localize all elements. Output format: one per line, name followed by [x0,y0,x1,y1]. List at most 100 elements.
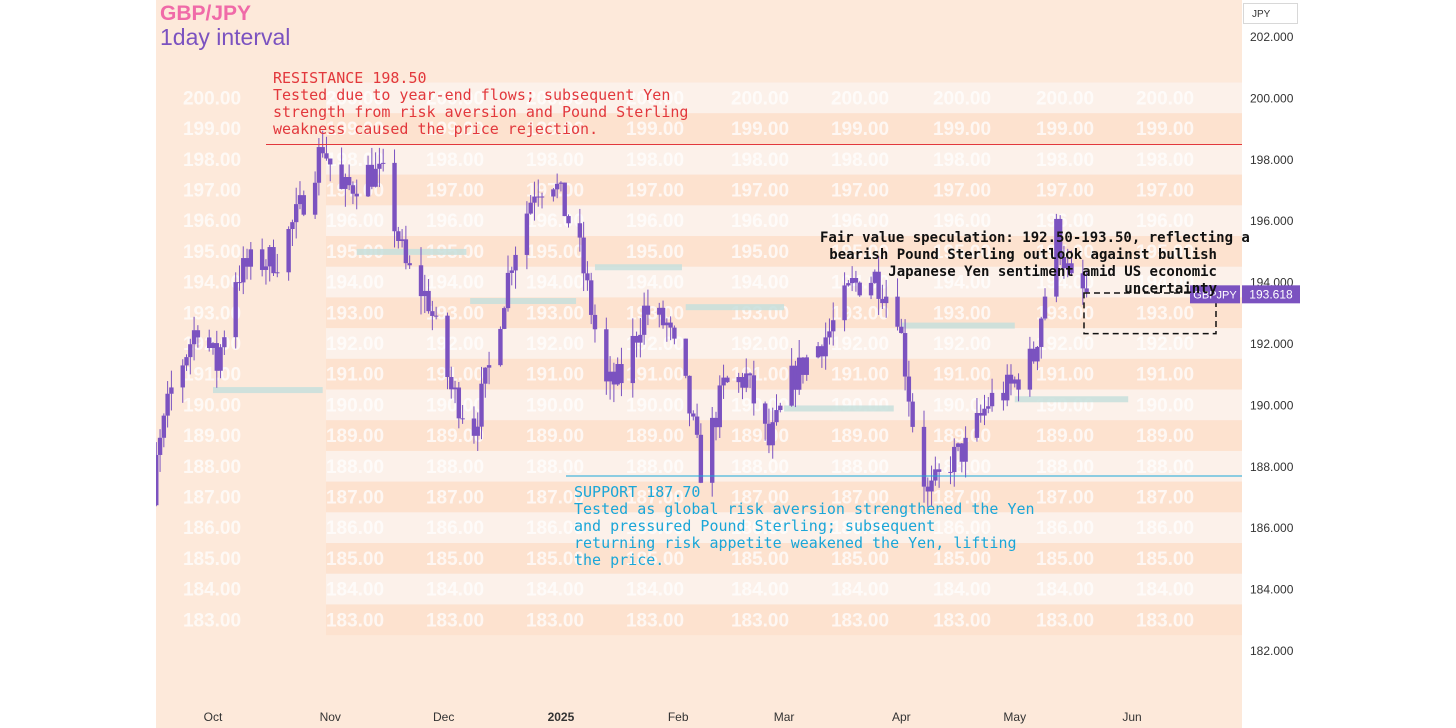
candle [740,372,745,400]
candle [1039,316,1044,359]
watermark-label: 188.00 [1036,457,1094,478]
candle [191,316,197,361]
interval-subtitle: 1day interval [160,24,291,50]
candle [365,155,371,198]
watermark-label: 198.00 [626,150,684,171]
watermark-label: 184.00 [831,580,889,601]
candle [294,187,299,239]
candle [312,171,318,219]
candle [449,366,454,399]
candle [770,407,775,459]
watermark-label: 183.00 [933,610,991,631]
watermark-label: 190.00 [1136,395,1194,416]
watermark-label: 183.00 [326,610,384,631]
zone-bar [1014,396,1129,403]
watermark-label: 188.00 [426,457,484,478]
candle [169,370,174,411]
candle [210,342,216,355]
candle [237,265,242,291]
candle [588,272,594,325]
candle [328,158,333,182]
watermark-label: 200.00 [831,88,889,109]
candle [165,381,170,428]
watermark-label: 200.00 [326,88,384,109]
watermark-label: 191.00 [731,365,789,386]
candle [403,225,409,270]
watermark-label: 194.00 [731,273,789,294]
candle [218,344,223,379]
watermark-label: 193.00 [426,303,484,324]
candle [630,318,635,398]
candle [827,318,832,345]
candle [660,300,666,329]
watermark-label: 188.00 [626,457,684,478]
watermark-label: 183.00 [831,610,889,631]
watermark-label: 193.00 [326,303,384,324]
zone-bar [901,322,1015,329]
candle [872,269,878,284]
candle [585,261,590,291]
candle [233,272,238,349]
candle [396,226,401,249]
candle [528,195,533,215]
watermark-label: 191.00 [526,365,584,386]
watermark-label: 187.00 [831,488,889,509]
watermark-label: 188.00 [1136,457,1194,478]
price-band [326,113,1242,144]
candle [479,366,484,440]
watermark-label: 200.00 [526,88,584,109]
watermark-label: 184.00 [426,580,484,601]
watermark-label: 199.00 [1036,119,1094,140]
fair-value-box [1083,292,1217,335]
candle [687,375,692,427]
candle [645,289,651,326]
watermark-label: 187.00 [183,488,241,509]
candle [717,375,722,439]
candle [933,456,938,486]
candle [883,279,889,318]
watermark-label: 199.00 [326,119,384,140]
watermark-label: 183.00 [183,610,241,631]
currency-unit-box[interactable]: JPY [1243,3,1298,24]
candle [948,456,953,485]
watermark-label: 194.00 [426,273,484,294]
candlesticks [156,130,1089,508]
watermark-label: 185.00 [183,549,241,570]
resistance-annotation: RESISTANCE 198.50 Tested due to year-end… [273,70,688,138]
watermark-label: 185.00 [1036,549,1094,570]
watermark-label: 187.00 [933,488,991,509]
candle [399,229,405,248]
candle [683,338,688,379]
candle [562,182,567,217]
candle [195,325,201,348]
watermark-label: 197.00 [933,181,991,202]
watermark-label: 197.00 [183,181,241,202]
candle [577,208,583,252]
candle [641,292,647,345]
price-badge-label: 193.618 [1249,287,1293,301]
candle [259,238,265,277]
candle [638,317,643,358]
watermark-label: 190.00 [626,395,684,416]
candle [471,406,477,444]
price-chart[interactable]: 200.00 200.00 200.00 200.00 200.00 200.00 200.… [156,0,1300,728]
candle [509,266,514,286]
watermark-label: 185.00 [326,549,384,570]
candle [532,181,537,221]
x-tick-label: Apr [892,710,911,724]
x-tick-label: Feb [668,710,689,724]
watermark-label: 184.00 [326,580,384,601]
watermark-label: 187.00 [526,488,584,509]
watermark-label: 194.00 [1036,273,1094,294]
price-band [326,174,1242,206]
watermark-label: 183.00 [626,610,684,631]
candle [982,394,987,426]
watermark-label: 191.00 [1036,365,1094,386]
chart-area[interactable]: 200.00 200.00 200.00 200.00 200.00 200.00 200.… [156,0,1300,728]
price-band [326,236,1242,267]
y-tick-label: 184.000 [1250,583,1294,597]
watermark-label: 189.00 [183,426,241,447]
candle [751,360,757,416]
candle [952,438,957,487]
candle [819,344,825,368]
